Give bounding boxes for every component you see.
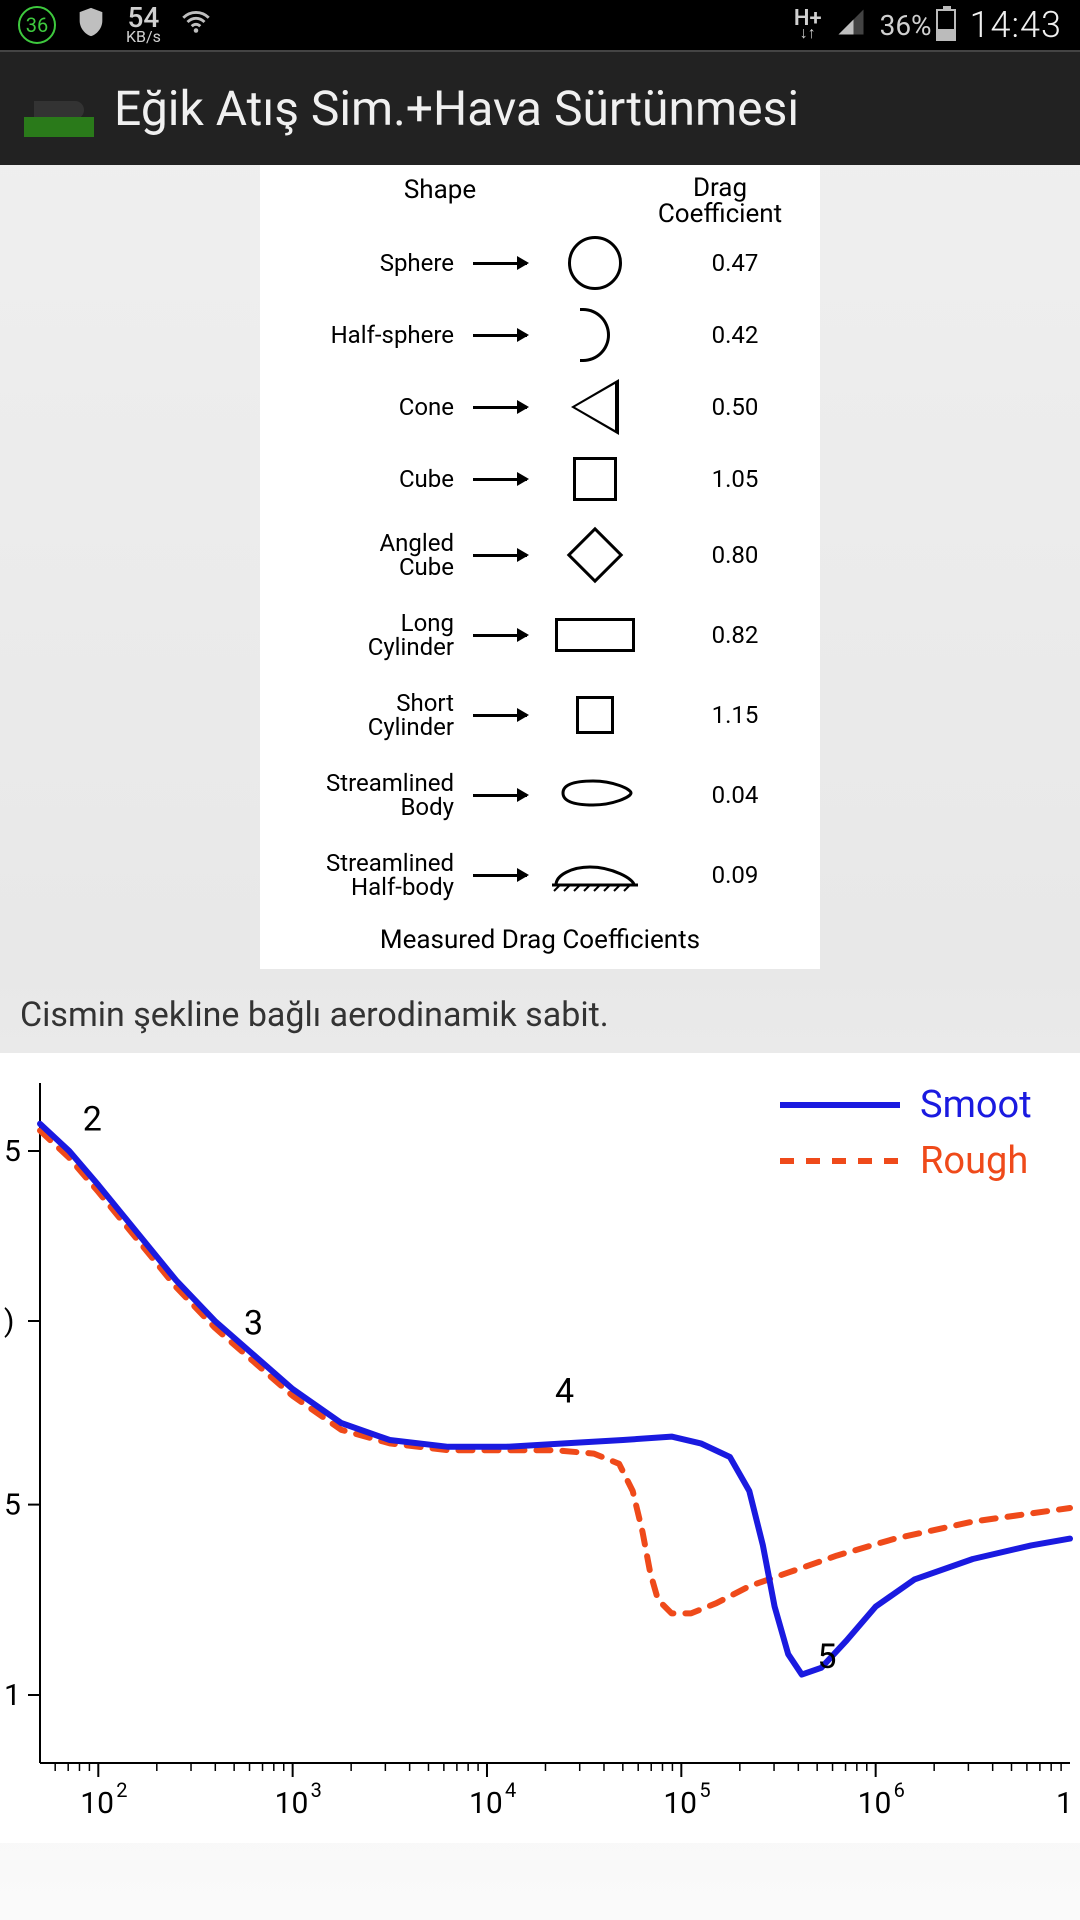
drag-table-caption: Measured Drag Coefficients <box>260 925 820 955</box>
shape-label: Cone <box>260 395 460 419</box>
arrow-icon <box>460 554 540 557</box>
svg-text:3: 3 <box>244 1304 263 1344</box>
drag-coefficient-value: 0.50 <box>650 393 820 421</box>
svg-text:5: 5 <box>4 1488 21 1523</box>
status-bar: 36 54 KB/s H+ ↓↑ 36% 14:43 <box>0 0 1080 50</box>
shape-label: Half-sphere <box>260 323 460 347</box>
drag-coefficient-value: 1.05 <box>650 465 820 493</box>
svg-text:2: 2 <box>116 1778 127 1802</box>
drag-table-row: ShortCylinder 1.15 <box>260 675 820 755</box>
figure-description: Cismin şekline bağlı aerodinamik sabit. <box>0 969 1080 1053</box>
shape-icon <box>540 236 650 290</box>
arrow-icon <box>460 874 540 877</box>
drag-coefficient-value: 0.04 <box>650 781 820 809</box>
drag-table-body: Sphere 0.47 Half-sphere 0.42 Cone 0.50 Cube 1.0… <box>260 227 820 915</box>
shape-icon <box>540 775 650 815</box>
arrow-icon <box>460 714 540 717</box>
status-left: 36 54 KB/s <box>18 5 213 46</box>
shape-label: StreamlinedBody <box>260 771 460 819</box>
drag-table-row: Cube 1.05 <box>260 443 820 515</box>
header-coef-line1: Drag <box>620 175 820 201</box>
svg-text:6: 6 <box>894 1778 905 1802</box>
chart-svg: 10210310410510615)512345SmootRough <box>0 1053 1080 1843</box>
svg-text:Rough: Rough <box>920 1139 1028 1183</box>
battery-percent: 36% <box>880 9 932 42</box>
shape-icon <box>540 457 650 501</box>
svg-text:10: 10 <box>469 1786 503 1821</box>
svg-text:4: 4 <box>555 1372 574 1412</box>
arrow-icon <box>460 334 540 337</box>
drag-coefficient-figure: Shape Drag Coefficient Sphere 0.47 Half-sp… <box>260 165 820 969</box>
shape-label: LongCylinder <box>260 611 460 659</box>
arrow-icon <box>460 406 540 409</box>
arrow-icon <box>460 478 540 481</box>
data-network-icon: H+ ↓↑ <box>794 10 822 40</box>
arrow-icon <box>460 634 540 637</box>
shape-label: Sphere <box>260 251 460 275</box>
shape-icon <box>540 535 650 575</box>
svg-text:10: 10 <box>275 1786 309 1821</box>
svg-text:5: 5 <box>817 1637 836 1677</box>
shape-label: Cube <box>260 467 460 491</box>
drag-table-row: StreamlinedBody 0.04 <box>260 755 820 835</box>
drag-table-row: Cone 0.50 <box>260 371 820 443</box>
svg-text:10: 10 <box>80 1786 114 1821</box>
shape-icon <box>540 379 650 435</box>
svg-text:1: 1 <box>4 1678 21 1713</box>
app-bar: Eğik Atış Sim.+Hava Sürtünmesi <box>0 50 1080 165</box>
header-coef: Drag Coefficient <box>620 175 820 227</box>
data-network-arrows: ↓↑ <box>800 27 816 40</box>
network-speed: 54 KB/s <box>126 5 161 45</box>
app-title: Eğik Atış Sim.+Hava Sürtünmesi <box>114 80 799 137</box>
shape-icon <box>540 308 650 362</box>
app-badge-icon: 36 <box>18 6 56 44</box>
drag-coefficient-value: 0.82 <box>650 621 820 649</box>
drag-table-row: Sphere 0.47 <box>260 227 820 299</box>
drag-table-row: Half-sphere 0.42 <box>260 299 820 371</box>
drag-coefficient-value: 0.09 <box>650 861 820 889</box>
svg-text:10: 10 <box>858 1786 892 1821</box>
svg-text:): ) <box>4 1304 14 1339</box>
status-right: H+ ↓↑ 36% 14:43 <box>794 4 1062 46</box>
signal-icon <box>836 7 866 44</box>
wifi-icon <box>179 5 213 46</box>
svg-text:3: 3 <box>311 1778 322 1802</box>
shape-label: AngledCube <box>260 531 460 579</box>
drag-coefficient-value: 0.42 <box>650 321 820 349</box>
drag-reynolds-chart: 10210310410510615)512345SmootRough <box>0 1053 1080 1843</box>
svg-text:2: 2 <box>83 1100 102 1140</box>
drag-table-header: Shape Drag Coefficient <box>260 175 820 227</box>
shield-icon <box>74 5 108 46</box>
drag-table-row: AngledCube 0.80 <box>260 515 820 595</box>
battery-indicator: 36% <box>880 9 956 42</box>
arrow-icon <box>460 794 540 797</box>
svg-text:5: 5 <box>699 1778 710 1802</box>
svg-text:5: 5 <box>4 1134 21 1169</box>
svg-text:Smoot: Smoot <box>920 1083 1032 1127</box>
drag-coefficient-value: 0.80 <box>650 541 820 569</box>
drag-table-row: StreamlinedHalf-body 0.09 <box>260 835 820 915</box>
shape-icon <box>540 618 650 652</box>
shape-label: ShortCylinder <box>260 691 460 739</box>
svg-text:4: 4 <box>505 1778 516 1802</box>
header-coef-line2: Coefficient <box>620 201 820 227</box>
header-shape: Shape <box>260 175 620 227</box>
drag-table-row: LongCylinder 0.82 <box>260 595 820 675</box>
app-icon[interactable] <box>24 81 94 137</box>
clock: 14:43 <box>970 4 1062 46</box>
drag-coefficient-value: 0.47 <box>650 249 820 277</box>
drag-coefficient-value: 1.15 <box>650 701 820 729</box>
arrow-icon <box>460 262 540 265</box>
network-speed-unit: KB/s <box>126 30 161 44</box>
svg-text:10: 10 <box>663 1786 697 1821</box>
svg-text:1: 1 <box>1056 1786 1073 1821</box>
content-scroll[interactable]: Shape Drag Coefficient Sphere 0.47 Half-sp… <box>0 165 1080 1843</box>
shape-icon <box>540 857 650 893</box>
battery-fill <box>938 29 954 39</box>
shape-icon <box>540 696 650 734</box>
battery-icon <box>936 9 956 41</box>
app-badge-value: 36 <box>26 13 48 37</box>
shape-label: StreamlinedHalf-body <box>260 851 460 899</box>
